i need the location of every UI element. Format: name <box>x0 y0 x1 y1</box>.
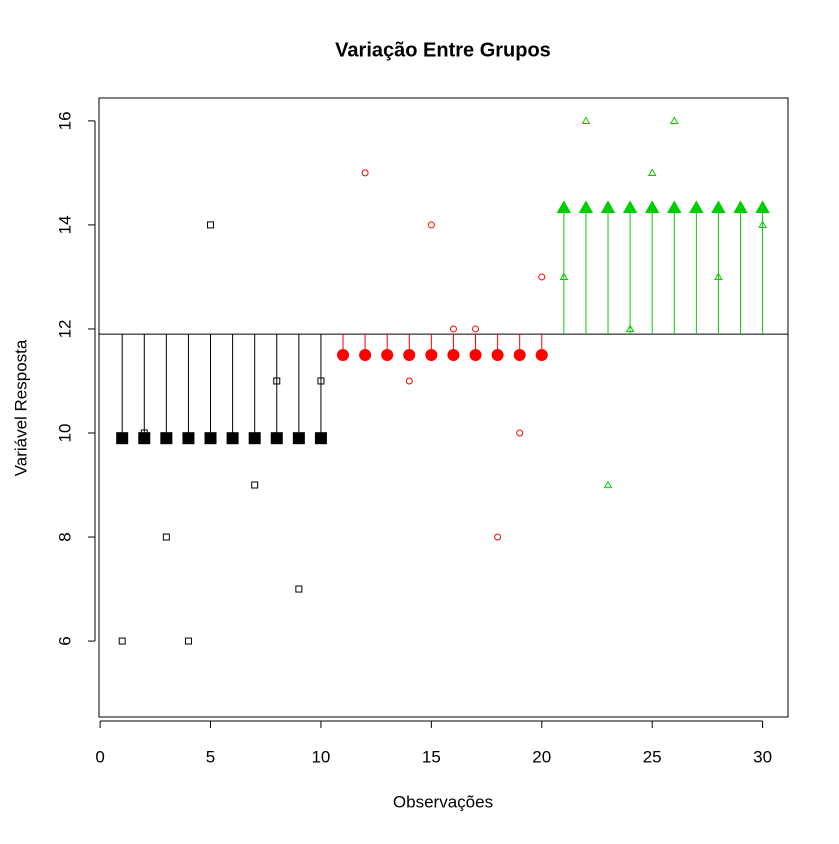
mean-marker <box>337 348 350 361</box>
mean-marker <box>381 348 394 361</box>
point <box>581 116 591 124</box>
point <box>295 585 303 593</box>
mean-marker <box>491 348 504 361</box>
x-tick-label: 20 <box>532 747 551 766</box>
point <box>647 168 657 176</box>
mean-marker <box>226 432 239 445</box>
mean-marker <box>403 348 416 361</box>
x-axis-label: Observações <box>393 792 493 811</box>
point <box>273 377 281 385</box>
point <box>538 273 546 281</box>
point <box>669 116 679 124</box>
mean-marker <box>314 432 327 445</box>
point <box>162 533 170 541</box>
mean-marker <box>138 432 151 445</box>
mean-marker <box>535 348 548 361</box>
mean-marker <box>622 200 638 213</box>
mean-marker <box>160 432 173 445</box>
y-tick-label: 16 <box>55 111 74 130</box>
mean-marker <box>513 348 526 361</box>
mean-marker <box>755 200 770 213</box>
point <box>714 272 723 281</box>
mean-marker <box>204 432 217 445</box>
mean-marker <box>556 200 572 213</box>
point <box>603 480 613 489</box>
mean-marker <box>711 200 726 213</box>
point <box>625 324 635 333</box>
point <box>251 481 259 489</box>
point <box>207 221 215 229</box>
x-tick-label: 25 <box>643 747 662 766</box>
chart-title: Variação Entre Grupos <box>335 39 551 61</box>
point <box>361 169 369 177</box>
x-tick-label: 10 <box>311 747 330 766</box>
mean-marker <box>248 432 261 445</box>
mean-marker <box>578 200 594 213</box>
x-tick-label: 15 <box>422 747 441 766</box>
mean-marker <box>667 200 682 213</box>
x-tick-label: 0 <box>95 747 104 766</box>
point <box>559 272 569 281</box>
mean-marker <box>116 432 129 445</box>
mean-marker <box>292 432 305 445</box>
point <box>184 637 192 645</box>
mean-marker <box>469 348 482 361</box>
point <box>405 377 413 385</box>
mean-marker <box>447 348 460 361</box>
mean-marker <box>733 200 748 213</box>
point <box>516 429 524 437</box>
mean-marker <box>182 432 195 445</box>
point <box>118 637 126 645</box>
x-tick-label: 5 <box>206 747 215 766</box>
mean-marker <box>270 432 283 445</box>
y-tick-label: 6 <box>55 636 74 645</box>
mean-marker <box>600 200 616 213</box>
point <box>472 325 480 333</box>
y-axis-label: Variável Resposta <box>11 339 30 476</box>
point <box>140 429 148 437</box>
mean-marker <box>425 348 438 361</box>
mean-marker <box>645 200 660 213</box>
y-tick-label: 10 <box>55 424 74 443</box>
point <box>494 533 502 541</box>
y-tick-label: 14 <box>55 215 74 234</box>
point <box>758 220 767 229</box>
mean-marker <box>359 348 372 361</box>
point <box>317 377 325 385</box>
y-tick-label: 8 <box>55 532 74 541</box>
x-tick-label: 30 <box>753 747 772 766</box>
point <box>449 325 457 333</box>
y-tick-label: 12 <box>55 319 74 338</box>
plot-frame <box>98 97 789 718</box>
point <box>427 221 435 229</box>
mean-marker <box>689 200 704 213</box>
